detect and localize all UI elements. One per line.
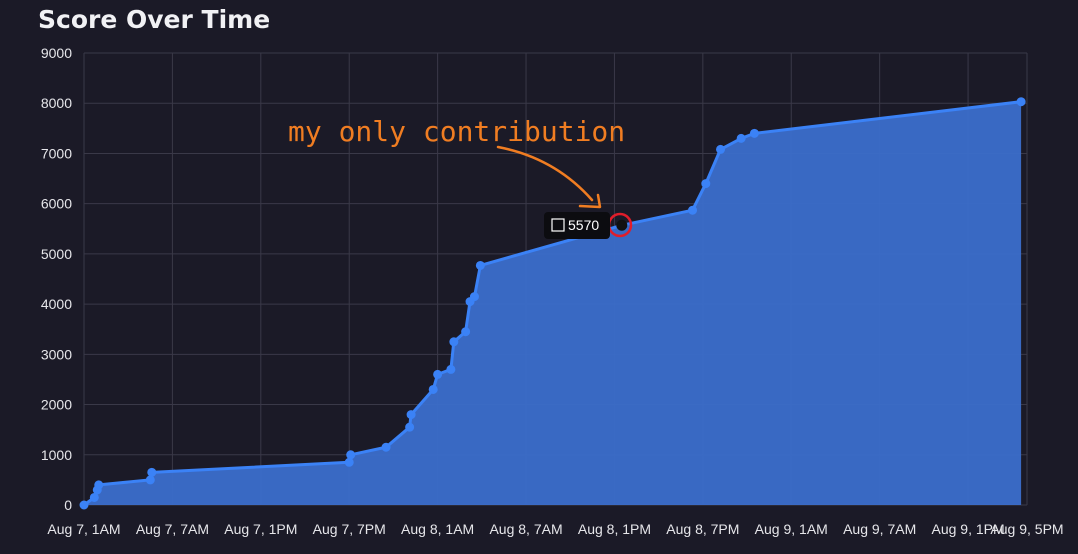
data-point[interactable]	[428, 384, 438, 394]
data-point[interactable]	[449, 337, 459, 347]
x-tick-label: Aug 7, 7AM	[136, 521, 209, 537]
y-tick-label: 8000	[41, 95, 72, 111]
tooltip: 5570	[544, 212, 610, 239]
data-point[interactable]	[94, 480, 104, 490]
x-tick-label: Aug 8, 7AM	[489, 521, 562, 537]
data-point[interactable]	[89, 492, 99, 502]
y-tick-label: 5000	[41, 246, 72, 262]
data-point[interactable]	[147, 467, 157, 477]
data-point[interactable]	[381, 442, 391, 452]
data-point[interactable]	[79, 500, 89, 510]
data-point[interactable]	[145, 475, 155, 485]
data-point[interactable]	[749, 128, 759, 138]
data-point-hovered[interactable]	[616, 219, 628, 231]
x-tick-label: Aug 8, 7PM	[666, 521, 739, 537]
y-tick-label: 4000	[41, 296, 72, 312]
chart-title: Score Over Time	[38, 5, 271, 34]
x-tick-label: Aug 9, 1AM	[755, 521, 828, 537]
data-point[interactable]	[736, 133, 746, 143]
x-tick-label: Aug 7, 7PM	[313, 521, 386, 537]
x-tick-label: Aug 8, 1AM	[401, 521, 474, 537]
data-point[interactable]	[446, 364, 456, 374]
data-point[interactable]	[469, 292, 479, 302]
data-point[interactable]	[344, 457, 354, 467]
x-tick-label: Aug 9, 1PM	[931, 521, 1004, 537]
data-point[interactable]	[461, 327, 471, 337]
annotation-arrow	[496, 145, 594, 202]
x-tick-label: Aug 9, 7AM	[843, 521, 916, 537]
y-tick-label: 2000	[41, 397, 72, 413]
y-tick-label: 3000	[41, 346, 72, 362]
data-point[interactable]	[701, 179, 711, 189]
score-area-fill	[84, 101, 1022, 505]
x-tick-label: Aug 7, 1PM	[224, 521, 297, 537]
x-tick-label: Aug 9, 5PM	[990, 521, 1063, 537]
data-point[interactable]	[405, 422, 415, 432]
x-tick-label: Aug 8, 1PM	[578, 521, 651, 537]
data-point[interactable]	[406, 410, 416, 420]
data-point[interactable]	[716, 144, 726, 154]
y-tick-label: 1000	[41, 447, 72, 463]
annotation-arrowhead	[578, 193, 602, 209]
data-point[interactable]	[433, 369, 443, 379]
y-tick-label: 9000	[41, 45, 72, 61]
y-tick-label: 6000	[41, 196, 72, 212]
data-point[interactable]	[346, 450, 356, 460]
data-point[interactable]	[475, 260, 485, 270]
x-tick-label: Aug 7, 1AM	[47, 521, 120, 537]
y-tick-label: 0	[64, 497, 72, 513]
annotation-text: my only contribution	[288, 115, 625, 148]
data-point[interactable]	[1016, 97, 1026, 107]
tooltip-value: 5570	[568, 217, 599, 233]
y-tick-label: 7000	[41, 145, 72, 161]
data-point[interactable]	[688, 205, 698, 215]
tooltip-color-swatch	[551, 218, 565, 232]
